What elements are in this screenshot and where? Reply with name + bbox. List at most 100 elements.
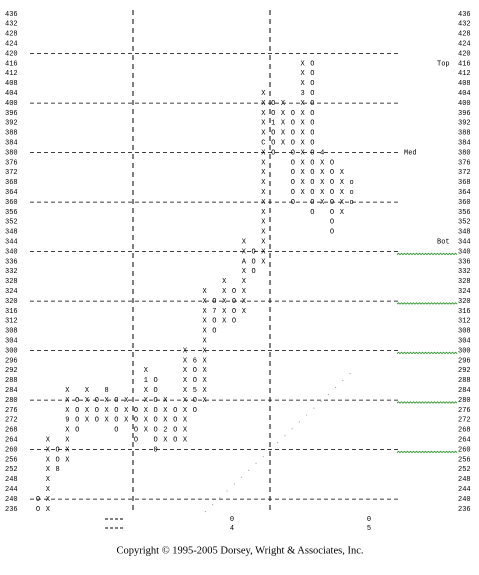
price-label-left: 308 (5, 328, 18, 336)
box-mark: O (232, 308, 236, 316)
price-label-right: 236 (458, 506, 471, 514)
price-label-right: 328 (458, 278, 471, 286)
box-mark: O (291, 120, 295, 128)
price-label-left: 388 (5, 130, 18, 138)
box-mark: X (261, 179, 266, 187)
box-mark: X (261, 219, 266, 227)
box-mark: O (310, 209, 314, 217)
box-mark: X (242, 278, 247, 286)
box-mark: X (242, 239, 247, 247)
box-mark: X (46, 437, 51, 445)
price-label-left: 392 (5, 120, 18, 128)
box-mark: X (261, 120, 266, 128)
box-mark: X (144, 427, 149, 435)
box-mark: X (300, 60, 305, 68)
box-mark: O (310, 60, 314, 68)
price-label-right: 384 (458, 140, 471, 148)
price-label-left: 236 (5, 506, 18, 514)
box-mark: O (75, 397, 79, 405)
price-label-left: 428 (5, 31, 18, 39)
price-label-right: 244 (458, 486, 471, 494)
price-label-right: 272 (458, 417, 471, 425)
box-mark: O (310, 110, 314, 118)
box-mark: X (85, 397, 90, 405)
box-mark: X (281, 130, 286, 138)
price-label-left: 272 (5, 417, 18, 425)
box-mark: O (251, 248, 255, 256)
box-mark: O (75, 407, 79, 415)
price-label-left: 268 (5, 427, 18, 435)
price-label-right: 268 (458, 427, 471, 435)
box-mark: X (46, 496, 51, 504)
box-mark: X (261, 149, 266, 157)
price-label-left: 244 (5, 486, 18, 494)
box-mark: X (242, 308, 247, 316)
box-mark: X (261, 229, 266, 237)
box-mark: X (261, 199, 266, 207)
price-label-right: 392 (458, 120, 471, 128)
box-mark: X (46, 456, 51, 464)
box-mark: O (75, 427, 79, 435)
box-mark: 8 (104, 387, 108, 395)
price-label-right: 300 (458, 347, 471, 355)
box-mark: X (85, 417, 90, 425)
price-label-right: 364 (458, 189, 471, 197)
box-mark: X (320, 199, 325, 207)
box-mark: O (153, 397, 157, 405)
box-mark: X (300, 149, 305, 157)
box-mark: O (36, 506, 40, 514)
price-label-left: 380 (5, 149, 18, 157)
signal-line (396, 252, 458, 256)
box-mark: O (291, 169, 295, 177)
box-mark: O (75, 417, 79, 425)
price-label-right: 432 (458, 21, 471, 29)
price-label-right: 360 (458, 199, 471, 207)
box-mark: X (300, 80, 305, 88)
box-mark: O (310, 90, 314, 98)
box-mark: O (330, 219, 334, 227)
box-mark: X (281, 120, 286, 128)
price-label-left: 436 (5, 11, 18, 19)
box-mark: o (349, 189, 353, 197)
box-mark: X (281, 100, 286, 108)
box-mark: X (65, 397, 70, 405)
box-mark: X (144, 387, 149, 395)
price-label-right: 436 (458, 11, 471, 19)
price-label-left: 280 (5, 397, 18, 405)
box-mark: X (300, 159, 305, 167)
box-mark: O (310, 70, 314, 78)
box-mark: O (55, 456, 59, 464)
box-mark: O (232, 288, 236, 296)
box-mark: O (310, 169, 314, 177)
price-label-right: 372 (458, 169, 471, 177)
box-mark: O (271, 149, 275, 157)
price-label-right: 248 (458, 476, 471, 484)
signal-line (396, 401, 458, 404)
box-mark: O (134, 427, 138, 435)
price-label-right: 324 (458, 288, 471, 296)
box-mark: O (212, 328, 216, 336)
price-label-left: 432 (5, 21, 18, 29)
box-mark: X (261, 169, 266, 177)
box-mark: X (222, 288, 227, 296)
box-mark: X (320, 169, 325, 177)
box-mark: X (144, 417, 149, 425)
box-mark: X (300, 140, 305, 148)
box-mark: X (261, 239, 266, 247)
box-mark: O (95, 407, 99, 415)
box-mark: 7 (212, 308, 216, 316)
box-mark: O (193, 397, 197, 405)
price-label-left: 284 (5, 387, 18, 395)
price-label-right: 276 (458, 407, 471, 415)
box-mark: O (291, 199, 295, 207)
box-mark: O (114, 397, 118, 405)
price-label-right: 376 (458, 159, 471, 167)
box-mark: X (183, 417, 188, 425)
price-label-right: 352 (458, 219, 471, 227)
bottom-label: 5 (367, 525, 371, 533)
box-mark: X (242, 268, 247, 276)
box-mark: 2 (163, 427, 167, 435)
box-mark: O (310, 189, 314, 197)
box-mark: X (222, 298, 227, 306)
